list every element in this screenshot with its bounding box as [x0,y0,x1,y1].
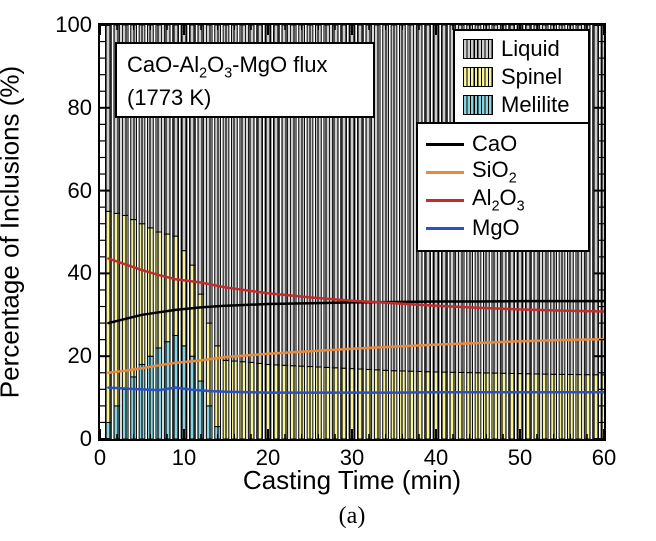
legend-label: Melilite [501,92,569,118]
legend-label: CaO [472,131,517,157]
legend-line-row: MgO [426,214,580,242]
legend-line-swatch [426,143,464,146]
legend-swatch [463,95,493,115]
y-axis-label: Percentage of Inclusions (%) [0,66,26,398]
plot-area: CaO-Al2O3-MgO flux (1773 K) LiquidSpinel… [98,23,606,441]
y-tick-label: 80 [32,95,92,121]
x-tick-label: 30 [340,445,364,471]
x-tick-label: 60 [592,445,616,471]
x-tick-label: 0 [94,445,106,471]
legend-line-row: CaO [426,130,580,158]
legend-line-row: SiO2 [426,158,580,186]
legend-line-swatch [426,227,464,230]
legend-label: Liquid [501,36,560,62]
legend-phases: LiquidSpinelMelilite [453,29,590,127]
x-tick-label: 10 [172,445,196,471]
x-tick-label: 50 [508,445,532,471]
y-tick-label: 40 [32,260,92,286]
legend-line-swatch [426,199,464,202]
y-tick-label: 60 [32,178,92,204]
legend-phase-row: Liquid [463,35,580,63]
legend-label: Spinel [501,64,562,90]
annotation-box: CaO-Al2O3-MgO flux (1773 K) [115,42,375,118]
legend-phase-row: Melilite [463,91,580,119]
y-tick-label: 100 [32,12,92,38]
legend-lines: CaOSiO2Al2O3MgO [416,122,590,252]
legend-line-swatch [426,171,464,174]
y-tick-label: 0 [32,426,92,452]
y-tick-label: 20 [32,343,92,369]
annotation-line-2: (1773 K) [127,83,363,114]
x-tick-label: 40 [424,445,448,471]
legend-label: MgO [472,215,520,241]
x-tick-label: 20 [256,445,280,471]
annotation-line-1: CaO-Al2O3-MgO flux [127,50,363,83]
chart-container: Percentage of Inclusions (%) Casting Tim… [0,0,656,541]
legend-swatch [463,67,493,87]
legend-swatch [463,39,493,59]
subfigure-label: (a) [339,503,366,530]
legend-label: Al2O3 [472,185,525,214]
legend-line-row: Al2O3 [426,186,580,214]
legend-label: SiO2 [472,157,517,186]
legend-phase-row: Spinel [463,63,580,91]
